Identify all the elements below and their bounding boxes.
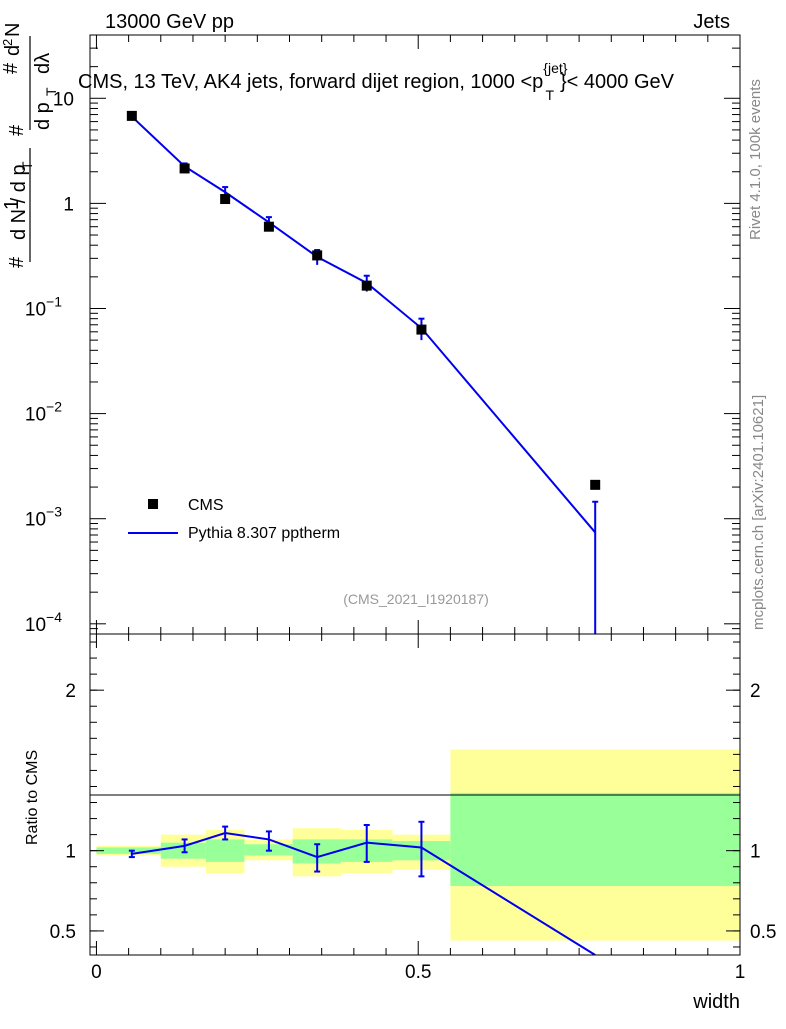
band-1sigma	[205, 839, 245, 862]
svg-text:#: #	[6, 124, 28, 136]
svg-text:dλ: dλ	[32, 53, 54, 74]
y-tick-label: 1	[63, 194, 74, 215]
cms-point	[263, 221, 274, 232]
legend: CMS Pythia 8.307 pptherm	[128, 497, 340, 542]
rivet-label: Rivet 4.1.0, 100k events	[747, 79, 764, 240]
band-1sigma	[160, 842, 206, 859]
ratio-y-tick-label-right: 1	[750, 842, 761, 863]
svg-text:2: 2	[0, 39, 15, 46]
mcplots-label: mcplots.cern.ch [arXiv:2401.10621]	[750, 395, 767, 630]
svg-text:d p: d p	[32, 102, 54, 130]
ratio-y-tick-label: 2	[65, 681, 76, 702]
y-tick-label: 10−1	[25, 293, 62, 320]
analysis-watermark: (CMS_2021_I1920187)	[343, 591, 489, 607]
svg-text:#: #	[0, 62, 22, 74]
cms-point	[361, 280, 372, 291]
cms-point	[416, 324, 427, 335]
band-1sigma	[96, 847, 161, 854]
ratio-uncertainty-bands	[96, 749, 740, 941]
ratio-line	[131, 831, 596, 955]
y-tick-label: 10	[53, 89, 74, 110]
main-axis-ticks: 10−4 10−3 10−2 10−1 1 10 102	[25, 0, 741, 636]
ratio-y-tick-label-right: 2	[750, 681, 761, 702]
cms-point	[312, 250, 323, 261]
main-y-label: # d N / d p T 1 # d p T dλ # d 2 N	[0, 23, 59, 268]
cms-points	[126, 110, 601, 490]
svg-text:d N / d p: d N / d p	[8, 164, 30, 240]
x-axis-label: width	[692, 991, 740, 1013]
mc-line	[131, 115, 596, 534]
main-frame	[89, 34, 741, 635]
y-tick-label: 10−2	[25, 399, 62, 426]
y-tick-label: 10−3	[25, 504, 62, 531]
ratio-y-tick-label: 1	[65, 842, 76, 863]
cms-point	[220, 194, 231, 205]
header-energy: 13000 GeV pp	[105, 11, 234, 33]
x-tick-label: 0	[91, 962, 102, 983]
ratio-frame	[89, 633, 741, 956]
ratio-axis-ticks: 0.5 0.51 12 20 0.5 1	[50, 634, 776, 983]
svg-text:#: #	[6, 256, 28, 268]
mc-curve-main	[128, 113, 599, 634]
ratio-y-label: Ratio to CMS	[24, 750, 41, 845]
svg-text:T: T	[19, 161, 35, 170]
ratio-y-tick-label-right: 0.5	[750, 922, 776, 943]
legend-cms-marker	[148, 499, 158, 509]
ratio-y-tick-label: 0.5	[50, 922, 76, 943]
band-1sigma	[450, 792, 740, 886]
y-tick-label: 10−4	[25, 609, 62, 636]
y-tick-label: 102	[33, 0, 62, 5]
plot-title: CMS, 13 TeV, AK4 jets, forward dijet reg…	[78, 60, 675, 103]
header-jets: Jets	[693, 11, 730, 33]
svg-text:1: 1	[1, 199, 23, 210]
svg-text:N: N	[2, 23, 24, 37]
cms-point	[590, 479, 601, 490]
svg-text:T: T	[43, 87, 59, 96]
x-tick-label: 1	[735, 962, 746, 983]
svg-text:d: d	[2, 45, 24, 56]
legend-mc-label: Pythia 8.307 pptherm	[188, 525, 340, 542]
x-tick-label: 0.5	[405, 962, 431, 983]
legend-cms-label: CMS	[188, 497, 224, 514]
cms-point	[179, 163, 190, 174]
cms-point	[126, 110, 137, 121]
ratio-mc-curve	[128, 820, 596, 955]
